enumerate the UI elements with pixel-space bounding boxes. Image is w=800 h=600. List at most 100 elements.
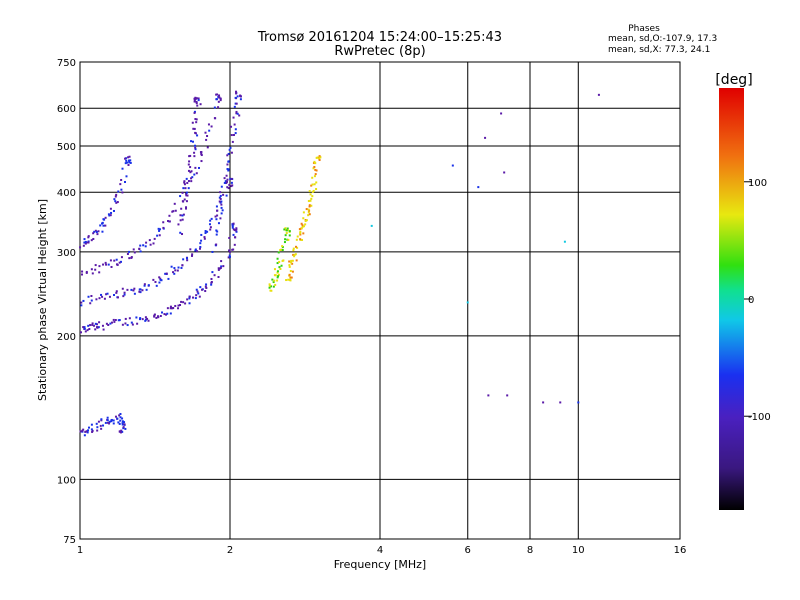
data-point <box>290 276 293 279</box>
data-point <box>193 99 196 102</box>
data-point <box>220 265 223 268</box>
data-point <box>276 257 279 260</box>
data-point <box>139 244 142 247</box>
data-point <box>123 423 126 426</box>
data-point <box>308 190 311 193</box>
data-point <box>278 266 281 269</box>
chart-title: Tromsø 20161204 15:24:00–15:25:43 <box>257 30 502 45</box>
data-point <box>302 217 305 220</box>
data-point <box>87 324 90 327</box>
data-point <box>98 265 101 268</box>
data-point <box>224 180 227 183</box>
data-point <box>301 238 304 241</box>
data-point <box>287 238 290 241</box>
data-point <box>231 226 234 229</box>
data-point <box>117 421 120 424</box>
data-point <box>146 317 149 320</box>
data-point <box>216 214 219 217</box>
data-point <box>206 146 209 149</box>
data-point <box>196 104 199 107</box>
data-point <box>185 177 188 180</box>
data-point <box>310 184 313 187</box>
data-point <box>188 160 191 163</box>
x-tick-label: 1 <box>77 545 83 556</box>
data-point <box>270 289 273 292</box>
data-point <box>105 322 108 325</box>
data-point <box>234 132 237 135</box>
data-point <box>224 182 227 185</box>
data-point <box>222 193 225 196</box>
data-point <box>123 293 126 296</box>
data-point <box>291 270 294 273</box>
data-point <box>79 246 82 249</box>
data-point <box>86 431 89 434</box>
data-point <box>229 177 232 180</box>
data-point <box>107 323 110 326</box>
data-point <box>311 176 314 179</box>
data-point <box>221 209 224 212</box>
data-point <box>143 284 146 287</box>
y-tick-label: 75 <box>63 535 76 546</box>
data-point <box>236 95 239 98</box>
data-point <box>312 167 315 170</box>
data-point <box>283 228 286 231</box>
data-point <box>82 326 85 329</box>
y-tick-label: 750 <box>57 58 76 69</box>
data-point <box>102 328 105 331</box>
data-point <box>226 178 229 181</box>
data-point <box>157 227 160 230</box>
data-point <box>174 304 177 307</box>
data-point <box>102 218 105 221</box>
data-point <box>227 160 230 163</box>
data-point <box>215 233 218 236</box>
data-point <box>181 191 184 194</box>
data-point <box>112 209 115 212</box>
data-point <box>121 167 124 170</box>
data-point <box>193 127 196 130</box>
data-point <box>193 111 196 114</box>
data-point <box>506 394 509 397</box>
data-point <box>285 279 288 282</box>
data-point <box>311 190 314 193</box>
data-point <box>179 231 182 234</box>
data-point <box>124 317 127 320</box>
data-point <box>230 125 233 128</box>
data-point <box>477 186 480 189</box>
data-point <box>86 329 89 332</box>
data-point <box>83 238 86 241</box>
data-point <box>130 288 133 291</box>
data-point <box>219 197 222 200</box>
data-point <box>129 161 132 164</box>
data-point <box>299 230 302 233</box>
data-point <box>121 422 124 425</box>
data-point <box>197 292 200 295</box>
y-tick-label: 200 <box>57 332 76 343</box>
data-point <box>302 225 305 228</box>
data-point <box>186 257 189 260</box>
data-point <box>194 148 197 151</box>
data-point <box>304 223 307 226</box>
colorbar-ticks: 100 0 -100 <box>744 178 771 423</box>
data-point <box>307 214 310 217</box>
data-point <box>119 416 122 419</box>
data-point <box>107 263 110 266</box>
data-point <box>128 257 131 260</box>
data-point <box>300 227 303 230</box>
data-point <box>273 268 276 271</box>
data-point <box>127 163 130 166</box>
data-point <box>115 201 118 204</box>
data-point <box>210 217 213 220</box>
data-point <box>200 152 203 155</box>
data-point <box>131 323 134 326</box>
data-point <box>277 251 280 254</box>
y-axis-ticks: 75 100 200 300 400 500 600 750 <box>57 58 76 546</box>
data-point <box>156 234 159 237</box>
data-point <box>80 301 83 304</box>
data-point <box>81 273 84 276</box>
data-point <box>288 260 291 263</box>
data-point <box>85 271 88 274</box>
data-point <box>222 265 225 268</box>
data-point <box>186 181 189 184</box>
data-point <box>195 101 198 104</box>
